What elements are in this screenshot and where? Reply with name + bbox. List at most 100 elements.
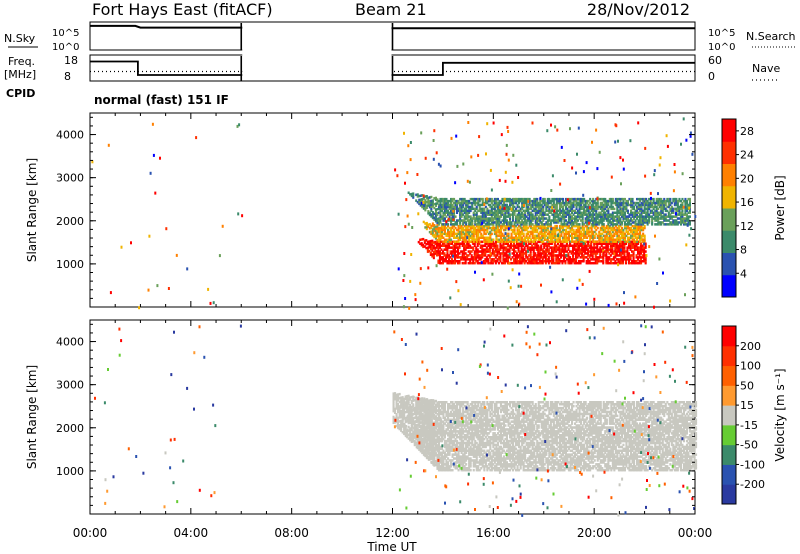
- heatmap-cell: [494, 250, 497, 253]
- heatmap-cell: [654, 203, 657, 207]
- heatmap-cell: [490, 209, 493, 213]
- heatmap-cell: [657, 207, 660, 211]
- heatmap-speck: [505, 152, 508, 156]
- heatmap-cell: [463, 211, 466, 214]
- heatmap-speck: [685, 243, 688, 247]
- heatmap-cell: [501, 226, 504, 230]
- heatmap-cell: [403, 397, 406, 401]
- heatmap-cell: [549, 238, 552, 241]
- heatmap-cell: [603, 242, 606, 245]
- heatmap-cell: [506, 256, 509, 259]
- heatmap-cell: [559, 256, 562, 259]
- heatmap-cell: [476, 248, 479, 251]
- heatmap-cell: [489, 223, 492, 226]
- heatmap-cell: [499, 240, 502, 243]
- heatmap-cell: [407, 191, 410, 194]
- heatmap-cell: [490, 246, 493, 249]
- heatmap-cell: [557, 213, 560, 216]
- heatmap-cell: [546, 228, 549, 232]
- heatmap-cell: [430, 230, 433, 233]
- heatmap-cell: [575, 221, 578, 224]
- heatmap-cell: [583, 197, 586, 201]
- heatmap-cell: [495, 201, 498, 205]
- heatmap-cell: [552, 261, 555, 265]
- heatmap-cell: [543, 197, 546, 201]
- heatmap-cell: [546, 260, 549, 263]
- heatmap-cell: [640, 213, 643, 216]
- heatmap-cell: [566, 236, 569, 239]
- heatmap-speck: [515, 300, 518, 304]
- heatmap-speck: [397, 212, 400, 216]
- heatmap-speck: [566, 198, 569, 202]
- heatmap-cell: [620, 244, 623, 247]
- heatmap-cell: [515, 209, 518, 213]
- heatmap-cell: [435, 250, 438, 253]
- heatmap-cell: [595, 217, 598, 220]
- heatmap-cell: [630, 213, 633, 216]
- heatmap-cell: [572, 209, 575, 213]
- heatmap-cell: [567, 211, 570, 214]
- heatmap-cell: [490, 260, 493, 263]
- heatmap-cell: [508, 256, 511, 259]
- heatmap-cell: [434, 235, 437, 238]
- heatmap-cell: [566, 203, 569, 207]
- heatmap-cell: [663, 203, 666, 207]
- heatmap-cell: [519, 252, 522, 255]
- heatmap-cell: [557, 221, 560, 224]
- heatmap-cell: [564, 219, 567, 222]
- heatmap-cell: [638, 254, 641, 257]
- heatmap-cell: [558, 217, 561, 220]
- nsky-series-line: [90, 24, 695, 30]
- heatmap-cell: [552, 228, 555, 232]
- heatmap-cell: [623, 246, 626, 249]
- heatmap-cell: [543, 199, 546, 203]
- heatmap-cell: [424, 203, 427, 206]
- heatmap-cell: [621, 242, 624, 245]
- heatmap-cell: [518, 199, 521, 203]
- heatmap-cell: [655, 207, 658, 211]
- heatmap-cell: [569, 261, 572, 265]
- heatmap-cell: [578, 228, 581, 232]
- heatmap-cell: [567, 197, 570, 201]
- heatmap-cell: [646, 199, 649, 203]
- heatmap-cell: [631, 207, 634, 211]
- heatmap-cell: [548, 207, 551, 211]
- heatmap-cell: [432, 254, 435, 258]
- heatmap-cells: [94, 324, 698, 517]
- heatmap-cell: [401, 400, 404, 403]
- heatmap-speck: [520, 284, 523, 288]
- heatmap-cell: [582, 256, 585, 259]
- heatmap-cell: [534, 246, 537, 249]
- heatmap-cell: [400, 410, 403, 413]
- heatmap-cell: [491, 252, 494, 255]
- heatmap-cell: [504, 211, 507, 214]
- heatmap-cell: [577, 209, 580, 213]
- heatmap-cell: [552, 252, 555, 255]
- heatmap-speck: [416, 173, 419, 176]
- heatmap-speck: [681, 172, 684, 176]
- heatmap-cell: [461, 240, 464, 244]
- heatmap-speck: [498, 178, 501, 182]
- heatmap-cell: [667, 199, 670, 203]
- heatmap-cell: [643, 207, 646, 211]
- heatmap-cell: [607, 209, 610, 213]
- heatmap-cell: [472, 248, 475, 251]
- heatmap-cell: [551, 226, 554, 230]
- heatmap-cell: [550, 261, 553, 265]
- heatmap-cell: [581, 199, 584, 203]
- heatmap-speck: [509, 225, 512, 229]
- heatmap-cell: [584, 236, 587, 239]
- heatmap-cell: [459, 221, 462, 224]
- heatmap-cell: [514, 260, 517, 263]
- heatmap-cell: [667, 203, 670, 207]
- heatmap-cell: [640, 215, 643, 218]
- heatmap-cell: [478, 207, 481, 211]
- heatmap-speck: [518, 272, 521, 276]
- heatmap-cell: [435, 242, 438, 245]
- heatmap-cell: [490, 221, 493, 224]
- heatmap-speck: [452, 209, 455, 213]
- heatmap-cell: [404, 432, 407, 435]
- heatmap-cell: [407, 425, 410, 429]
- heatmap-cell: [547, 248, 550, 251]
- heatmap-cell: [592, 205, 595, 209]
